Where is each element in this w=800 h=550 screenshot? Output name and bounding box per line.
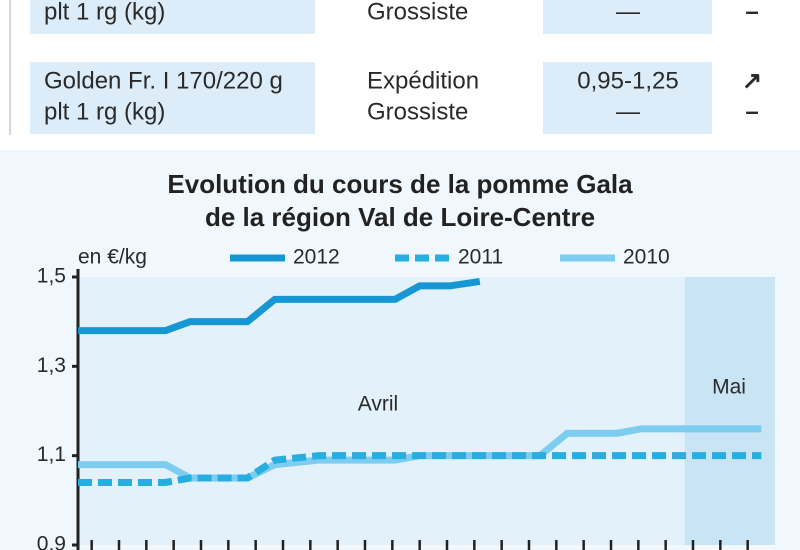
table-cell [355,0,530,34]
y-tick-label: 1,3 [37,354,66,377]
y-axis-label: en €/kg [78,246,147,269]
chart-title: Evolution du cours de la pomme Gala [167,169,633,199]
table-cell [725,0,790,34]
highlight-band [684,277,775,545]
table-cell [543,62,712,134]
legend-label: 2011 [458,246,503,269]
cell-text: ↗ [742,67,762,94]
cell-text: Grossiste [367,98,468,125]
y-tick-label: 0,9 [37,533,66,550]
plot-area [78,277,775,545]
cell-text: Grossiste [367,0,468,25]
annotation: Avril [358,393,398,416]
cell-text: — [616,0,640,25]
cell-text: — [616,98,640,125]
table-cell [30,62,315,134]
table-cell [543,0,712,34]
cell-text: plt 1 rg (kg) [44,0,165,25]
cell-text: 0,95-1,25 [577,67,678,94]
cell-text: – [745,0,758,25]
annotation: Mai [712,376,746,399]
series-line [78,452,762,486]
chart-title: de la région Val de Loire-Centre [205,202,595,232]
table-cell [355,62,530,134]
legend-label: 2012 [293,246,340,269]
cell-text: – [745,98,758,125]
series-line [78,278,481,335]
y-tick-label: 1,1 [37,443,66,466]
table-cell [725,62,790,134]
legend-label: 2010 [623,246,670,269]
cell-text: Golden Fr. I 170/220 g [44,67,283,94]
table-cell [30,0,315,34]
y-tick-label: 1,5 [37,265,66,288]
cell-text: Expédition [367,67,479,94]
cell-text: plt 1 rg (kg) [44,98,165,125]
